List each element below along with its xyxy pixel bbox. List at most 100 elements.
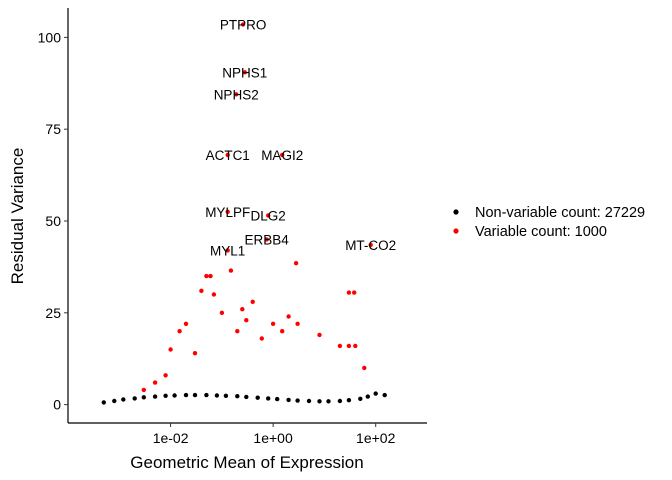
data-point xyxy=(141,395,146,400)
annotated-point xyxy=(264,237,269,242)
data-point xyxy=(208,273,213,279)
data-point xyxy=(183,392,189,398)
data-point xyxy=(280,329,285,334)
data-point xyxy=(358,396,363,401)
data-point xyxy=(259,336,264,341)
data-point xyxy=(141,387,146,393)
data-point xyxy=(326,399,331,404)
gene-label: NPHS2 xyxy=(214,87,259,102)
data-point xyxy=(373,391,378,396)
data-point xyxy=(204,273,209,279)
y-axis-title: Residual Variance xyxy=(8,148,27,285)
annotated-point xyxy=(368,242,373,248)
x-tick-label: 1e+02 xyxy=(356,430,396,446)
legend: Non-variable count: 27229 Variable count:… xyxy=(453,205,645,240)
x-tick-label: 1e+00 xyxy=(253,430,293,446)
y-tick-label: 100 xyxy=(38,29,62,45)
legend-swatch xyxy=(453,228,459,234)
gene-label: MT-CO2 xyxy=(345,238,396,253)
data-point xyxy=(346,398,352,403)
data-point xyxy=(121,397,126,402)
y-tick-label: 75 xyxy=(45,121,61,137)
data-point xyxy=(177,329,182,334)
gene-label: ERBB4 xyxy=(245,232,290,247)
data-point xyxy=(346,290,352,295)
data-point xyxy=(255,395,260,400)
data-point xyxy=(152,380,158,385)
series-1 xyxy=(141,261,367,393)
legend-label: Non-variable count: 27229 xyxy=(475,205,645,221)
gene-label: NPHS1 xyxy=(222,65,267,80)
data-point xyxy=(244,394,249,400)
data-point xyxy=(293,261,299,266)
data-point xyxy=(270,321,276,326)
annotated-point xyxy=(225,209,230,214)
data-point xyxy=(192,392,198,398)
annotated-point xyxy=(280,152,285,158)
data-point xyxy=(219,310,225,315)
data-point xyxy=(353,343,358,349)
annotated-point xyxy=(242,70,247,75)
data-point xyxy=(211,292,217,297)
legend-swatch xyxy=(453,209,459,215)
data-point xyxy=(228,268,234,273)
data-point xyxy=(286,397,291,403)
annotated-point xyxy=(240,22,246,27)
data-point xyxy=(214,393,220,398)
annotated-point xyxy=(225,248,230,253)
plot-points xyxy=(101,261,387,405)
data-point xyxy=(365,394,370,399)
legend-label: Variable count: 1000 xyxy=(475,224,607,240)
y-tick-label: 50 xyxy=(45,213,61,229)
y-tick-label: 25 xyxy=(45,305,61,321)
gene-label: ACTC1 xyxy=(206,148,250,163)
data-point xyxy=(168,347,173,352)
data-point xyxy=(337,343,343,349)
data-point xyxy=(295,398,300,403)
data-point xyxy=(295,321,300,326)
data-point xyxy=(235,394,240,399)
data-point xyxy=(101,400,107,405)
data-point xyxy=(244,318,249,323)
x-tick-label: 1e-02 xyxy=(153,430,189,446)
data-point xyxy=(286,314,291,319)
x-axis-title: Geometric Mean of Expression xyxy=(130,453,363,472)
data-point xyxy=(275,396,280,402)
data-point xyxy=(346,343,352,349)
y-tick-label: 0 xyxy=(53,397,61,413)
data-point xyxy=(352,290,357,295)
data-point xyxy=(204,392,209,398)
gene-label: MAGI2 xyxy=(261,148,303,163)
annotated-point xyxy=(234,92,239,97)
data-point xyxy=(223,393,229,398)
data-point xyxy=(362,365,367,371)
data-point xyxy=(382,392,387,398)
data-point xyxy=(172,393,177,398)
data-point xyxy=(199,288,204,293)
data-point xyxy=(337,398,343,404)
data-point xyxy=(317,399,322,404)
axes: 1e-02 1e+00 1e+02 0 25 50 75 100 xyxy=(38,8,427,446)
gene-label: PTPRO xyxy=(220,18,267,33)
data-point xyxy=(183,321,189,326)
data-point xyxy=(317,332,322,338)
gene-label: MYL1 xyxy=(210,243,245,258)
annotated-point xyxy=(266,213,271,218)
data-point xyxy=(152,394,158,399)
data-point xyxy=(163,393,168,398)
data-point xyxy=(132,396,137,401)
data-point xyxy=(266,396,271,401)
series-0 xyxy=(101,391,387,405)
gene-label: MYLPF xyxy=(205,205,250,220)
gene-label: DLG2 xyxy=(251,209,286,224)
data-point xyxy=(250,299,255,304)
data-point xyxy=(240,307,245,312)
data-point xyxy=(112,398,117,404)
data-point xyxy=(192,351,198,356)
annotated-point xyxy=(225,152,230,158)
data-point xyxy=(163,373,168,378)
data-point xyxy=(306,398,312,404)
data-point xyxy=(235,329,240,334)
